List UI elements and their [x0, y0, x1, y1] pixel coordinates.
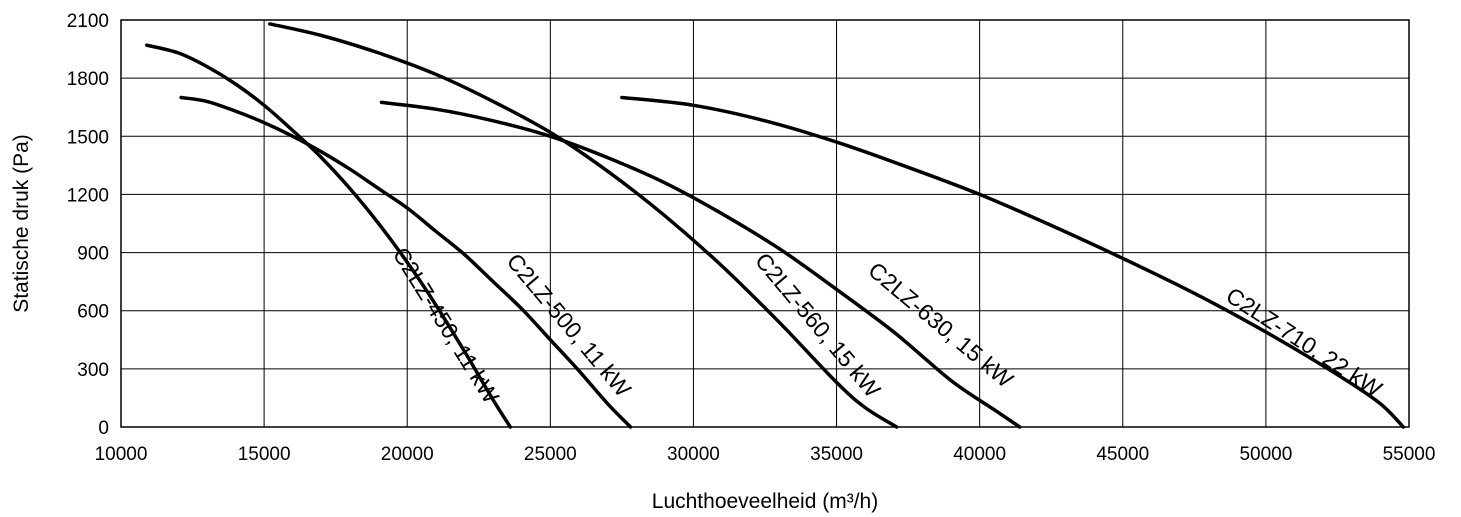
y-tick-label: 0 — [98, 418, 109, 439]
plot-area-frame — [120, 19, 1410, 428]
y-tick-label: 1800 — [67, 69, 109, 90]
series-curve-2 — [179, 95, 633, 429]
curve-label-1: C2LZ-450, 11 kW — [388, 243, 505, 408]
y-tick-label: 900 — [77, 244, 109, 265]
x-tick-label: 30000 — [667, 444, 720, 465]
curve-label-3: C2LZ-560, 15 kW — [750, 248, 886, 403]
series-curve-1 — [145, 43, 513, 429]
y-axis-title: Statische druk (Pa) — [10, 134, 33, 313]
series-curve-5 — [620, 95, 1406, 429]
x-axis-title: Luchthoeveelheid (m³/h) — [652, 490, 878, 513]
x-axis-ticks: 10000 15000 20000 25000 30000 35000 40000 45000… — [95, 444, 1436, 465]
x-tick-label: 10000 — [95, 444, 148, 465]
y-tick-label: 300 — [77, 360, 109, 381]
y-tick-label: 2100 — [67, 11, 109, 32]
series-curves — [145, 22, 1406, 429]
grid-lines — [120, 19, 1410, 428]
x-tick-label: 45000 — [1096, 444, 1149, 465]
series-curve-4 — [379, 100, 1022, 429]
x-tick-label: 50000 — [1239, 444, 1292, 465]
series-curve-3 — [268, 22, 899, 429]
x-tick-label: 35000 — [810, 444, 863, 465]
curve-label-5: C2LZ-710, 22 kW — [1222, 282, 1388, 402]
y-tick-label: 600 — [77, 302, 109, 323]
y-tick-label: 1500 — [67, 127, 109, 148]
y-tick-label: 1200 — [67, 185, 109, 206]
x-tick-label: 15000 — [238, 444, 291, 465]
x-tick-label: 20000 — [381, 444, 434, 465]
x-tick-label: 40000 — [953, 444, 1006, 465]
y-axis-ticks: 0 300 600 900 1200 1500 1800 2100 — [67, 11, 109, 439]
x-tick-label: 55000 — [1383, 444, 1436, 465]
curve-label-2: C2LZ-500, 11 kW — [502, 248, 637, 402]
x-tick-label: 25000 — [524, 444, 577, 465]
